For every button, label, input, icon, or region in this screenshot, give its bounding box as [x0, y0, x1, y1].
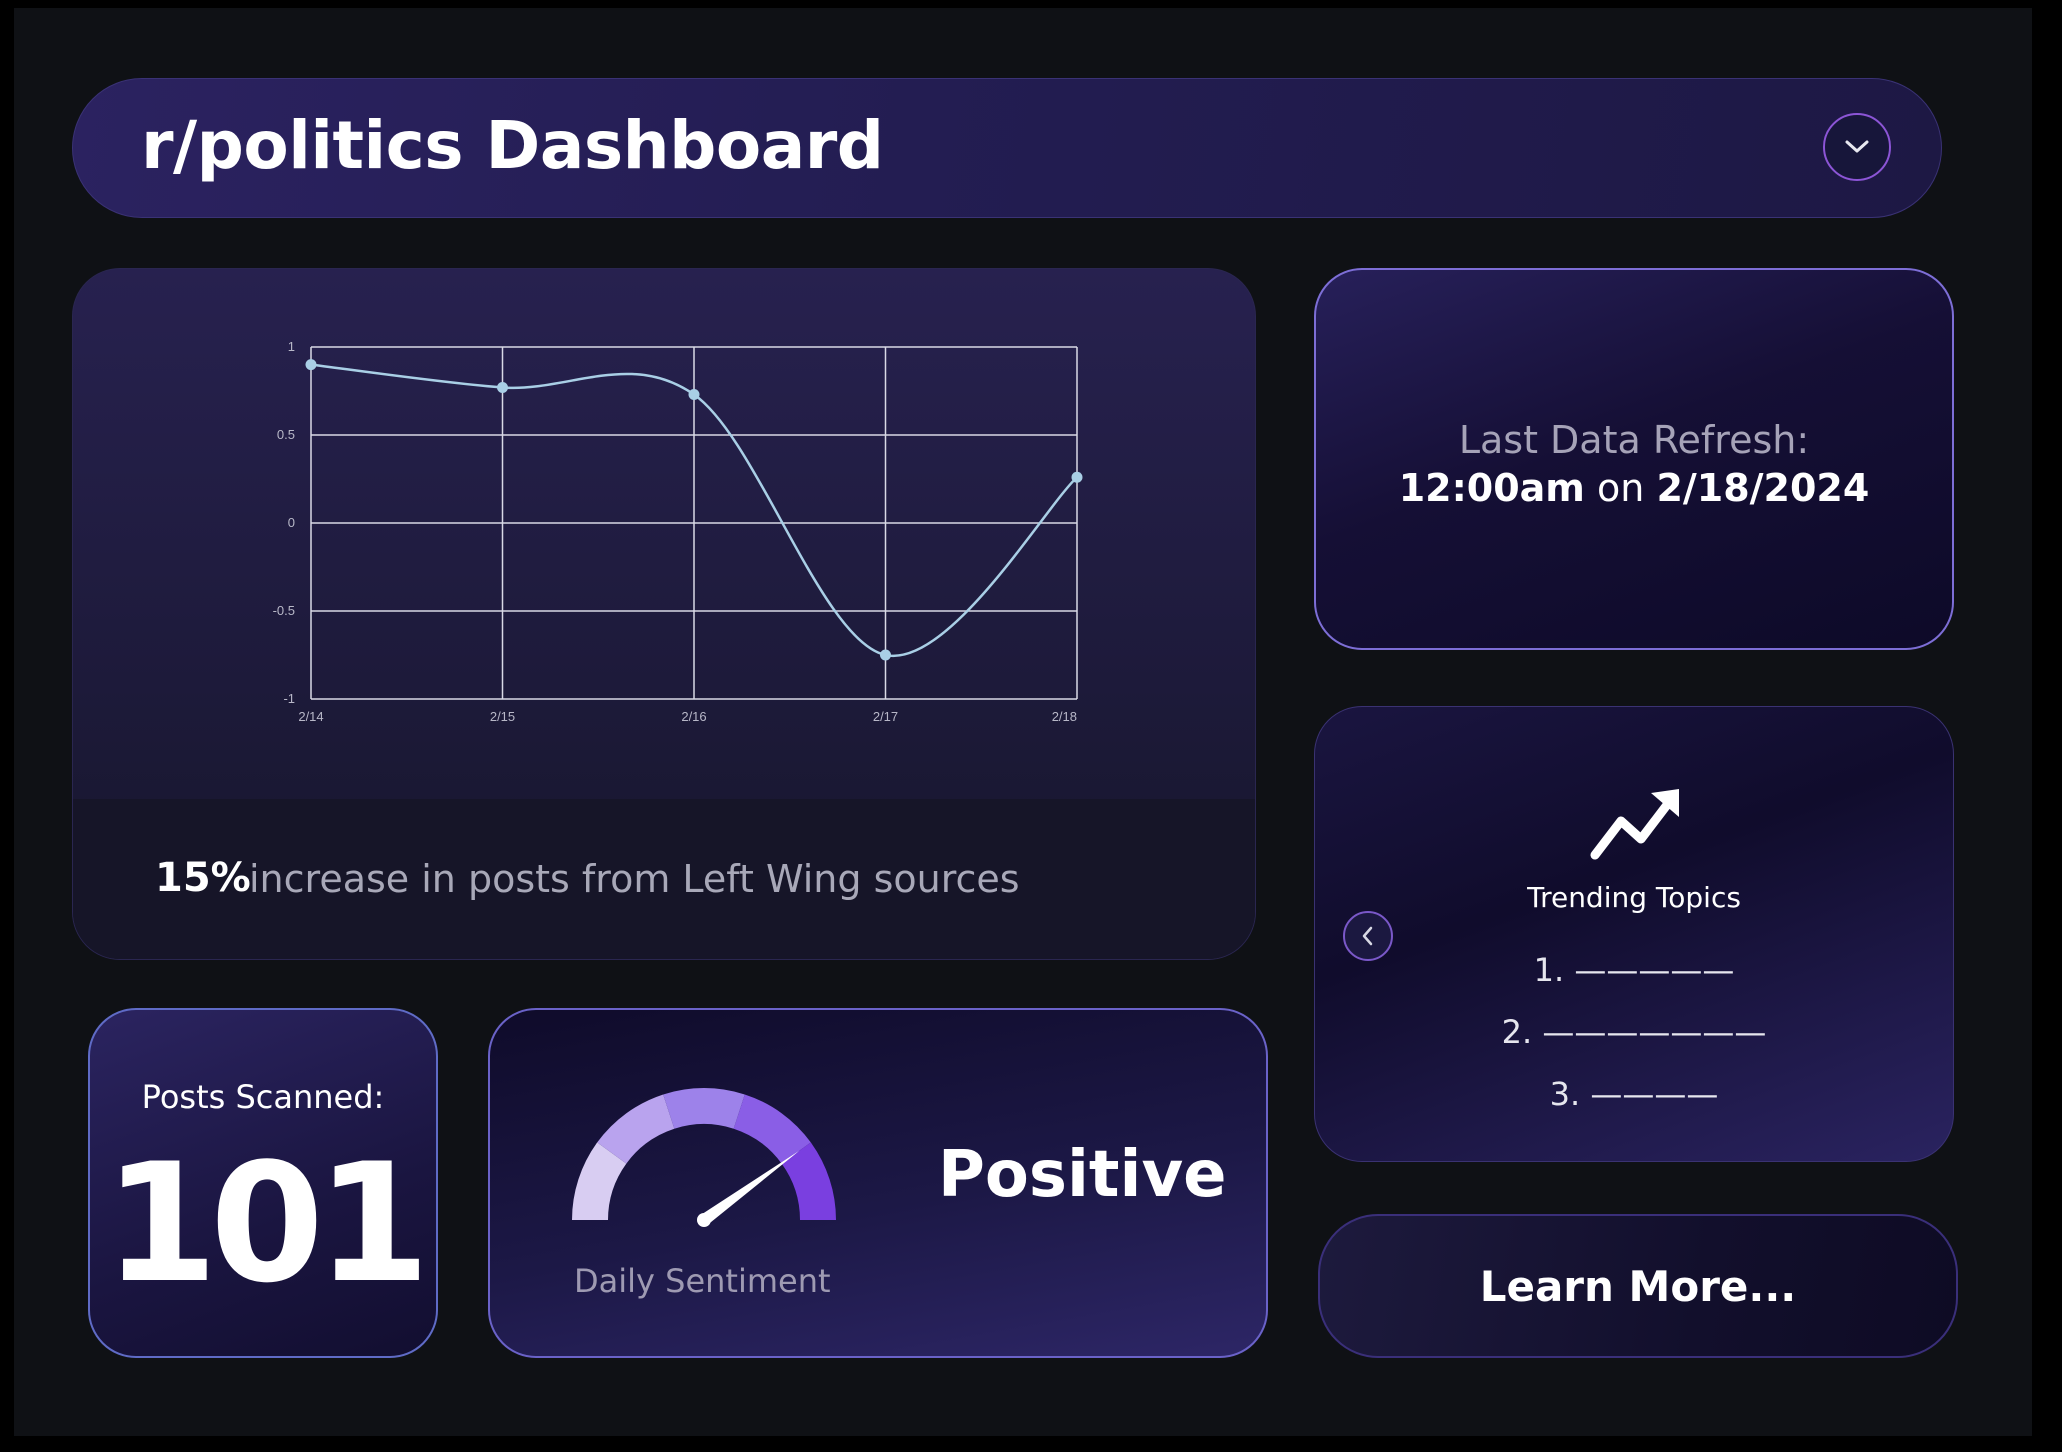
y-tick-label: 0.5 [277, 427, 295, 442]
y-tick-label: -1 [283, 691, 295, 706]
gauge-segment [781, 1142, 836, 1220]
trending-topics-card: Trending Topics 1. ————— 2. ——————— 3. —… [1314, 706, 1954, 1162]
x-tick-label: 2/17 [873, 709, 898, 724]
sentiment-value: Positive [938, 1138, 1227, 1212]
gauge-segment [733, 1094, 811, 1164]
increase-description: increase in posts from Left Wing sources [249, 857, 1020, 901]
y-tick-label: 1 [288, 339, 295, 354]
chevron-down-icon [1845, 140, 1869, 153]
sentiment-label: Daily Sentiment [574, 1262, 831, 1300]
refresh-timestamp: 12:00am on 2/18/2024 [1316, 466, 1952, 510]
y-tick-label: -0.5 [273, 603, 295, 618]
x-tick-label: 2/16 [681, 709, 706, 724]
refresh-on: on [1597, 466, 1645, 510]
refresh-date: 2/18/2024 [1656, 466, 1870, 510]
posts-scanned-label: Posts Scanned: [141, 1078, 385, 1116]
trending-item[interactable]: 3. ———— [1549, 1075, 1719, 1113]
data-point [880, 649, 891, 661]
y-tick-label: 0 [288, 515, 295, 530]
chart-footer: 15% increase in posts from Left Wing sou… [73, 799, 1255, 959]
refresh-label: Last Data Refresh: [1458, 418, 1810, 462]
dropdown-button[interactable] [1823, 113, 1891, 181]
trending-title: Trending Topics [1527, 881, 1741, 914]
data-point [1071, 471, 1083, 483]
data-point [497, 381, 508, 393]
refresh-time: 12:00am [1398, 466, 1585, 510]
posts-scanned-card: Posts Scanned: 101 [88, 1008, 438, 1358]
gauge-segment [663, 1088, 745, 1129]
trending-item[interactable]: 1. ————— [1533, 951, 1735, 989]
x-tick-label: 2/18 [1052, 709, 1077, 724]
page-title: r/politics Dashboard [141, 107, 884, 184]
x-tick-label: 2/15 [490, 709, 515, 724]
trending-item[interactable]: 2. ——————— [1501, 1013, 1767, 1051]
gauge-segment [572, 1142, 627, 1220]
x-tick-label: 2/14 [298, 709, 323, 724]
header-bar: r/politics Dashboard [72, 78, 1942, 218]
gauge-needle [700, 1150, 800, 1225]
trending-up-icon [1590, 789, 1679, 860]
sentiment-chart-card: 1 0.5 0 -0.5 -1 2/14 2/15 2/16 2/17 2/18 15% incr… [72, 268, 1256, 960]
gauge-hub [697, 1213, 711, 1227]
sentiment-series-line [310, 363, 1078, 657]
daily-sentiment-card: Daily Sentiment Positive [488, 1008, 1268, 1358]
learn-more-button[interactable]: Learn More... [1318, 1214, 1958, 1358]
previous-button[interactable] [1343, 911, 1393, 961]
data-refresh-card: Last Data Refresh: 12:00am on 2/18/2024 [1314, 268, 1954, 650]
sentiment-line-chart: 1 0.5 0 -0.5 -12/14 2/15 2/16 2/17 2/18 [273, 339, 1083, 724]
data-point [305, 359, 317, 371]
increase-percent: 15% [155, 855, 251, 901]
posts-scanned-value: 101 [103, 1128, 430, 1319]
data-point [688, 389, 700, 401]
sentiment-gauge [572, 1088, 836, 1227]
gauge-segment [597, 1094, 675, 1164]
chevron-left-icon [1362, 926, 1373, 946]
